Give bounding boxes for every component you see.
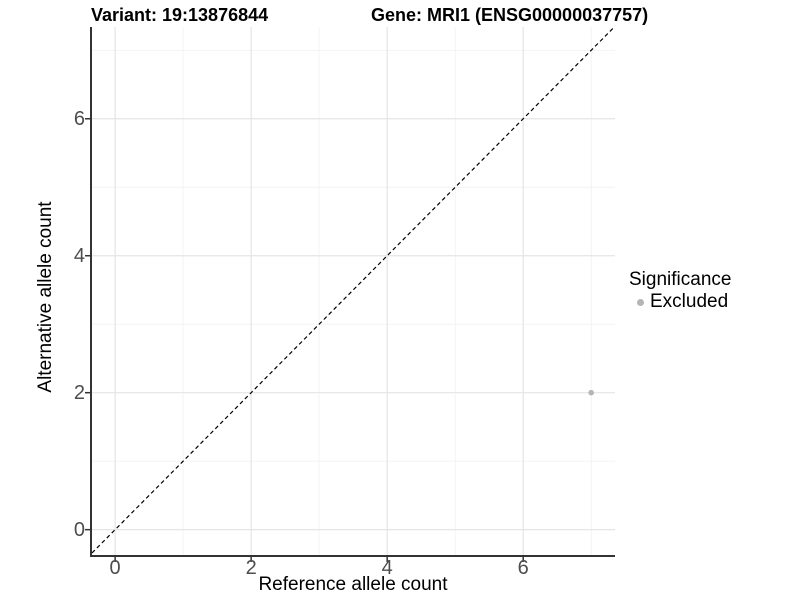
data-point [588,389,594,396]
y-tick-label: 6 [73,107,85,130]
x-tick-label: 4 [381,557,393,579]
legend-key-dot-icon [637,298,644,306]
legend-item-label: Excluded [650,291,729,312]
x-tick-label: 6 [517,557,529,579]
legend: Significance Excluded [627,268,731,312]
y-tick-label: 0 [73,518,85,541]
identity-reference-line [91,26,615,554]
legend-items: Excluded [627,292,731,312]
y-tick-label: 4 [73,244,85,267]
legend-item: Excluded [637,292,731,312]
legend-title: Significance [629,269,732,290]
x-axis-title: Reference allele count [258,574,448,595]
x-tick-label: 2 [245,557,257,579]
variant-title: Variant: 19:13876844 [91,5,269,25]
gene-title: Gene: MRI1 (ENSG00000037757) [371,5,649,25]
x-tick-label: 0 [109,557,121,579]
y-tick-label: 2 [73,381,85,404]
y-axis-title: Alternative allele count [35,201,56,393]
